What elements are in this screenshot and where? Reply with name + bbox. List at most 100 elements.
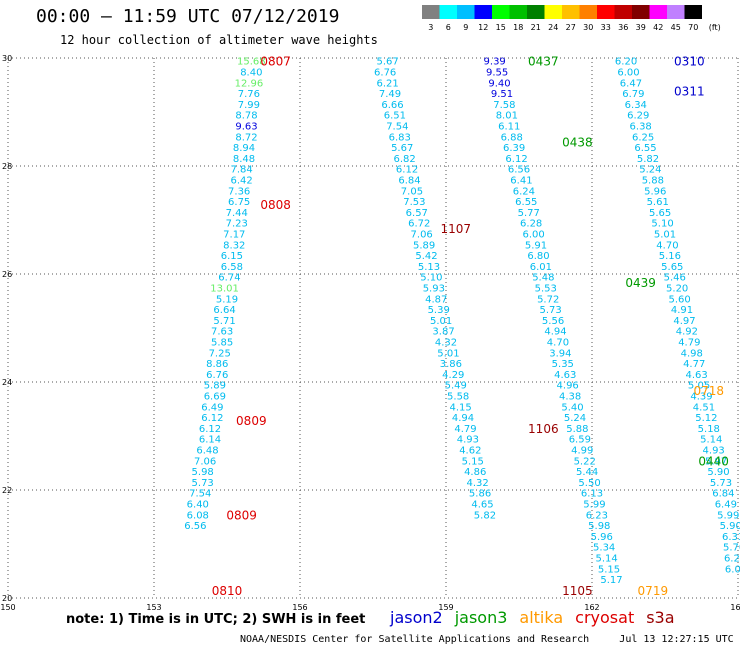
swh-value: 5.72 <box>537 294 559 305</box>
colorbar-swatch <box>509 5 527 19</box>
swh-value: 5.61 <box>647 197 669 208</box>
swh-value: 4.99 <box>571 446 593 457</box>
swh-value: 4.62 <box>459 446 481 457</box>
swh-value: 6.76 <box>206 370 228 381</box>
swh-value: 5.01 <box>654 230 676 241</box>
swh-value: 5.70 <box>723 543 740 554</box>
swh-value: 5.14 <box>595 554 617 565</box>
swh-value: 5.86 <box>469 489 491 500</box>
colorbar-label: 3 <box>428 23 433 32</box>
colorbar-swatch <box>474 5 492 19</box>
swh-value: 5.77 <box>518 208 540 219</box>
swh-value: 5.98 <box>588 521 610 532</box>
colorbar-swatch <box>439 5 457 19</box>
pass-id-label: 0807 <box>260 55 291 69</box>
swh-value: 6.84 <box>712 489 734 500</box>
pass-id-label: 0311 <box>674 84 705 98</box>
colorbar-label: 12 <box>478 23 488 32</box>
colorbar-label: 21 <box>531 23 541 32</box>
colorbar-label: 70 <box>688 23 698 32</box>
y-tick-label: 26 <box>2 270 12 279</box>
swh-value: 9.63 <box>235 122 257 133</box>
swh-value: 5.67 <box>376 57 398 68</box>
swh-value: 15.68 <box>237 57 266 68</box>
swh-value: 4.70 <box>656 240 678 251</box>
colorbar-swatch <box>527 5 545 19</box>
footer-credit: NOAA/NESDIS Center for Satellite Applica… <box>240 634 740 645</box>
swh-value: 9.39 <box>484 57 506 68</box>
swh-value: 4.15 <box>449 402 471 413</box>
colorbar-label: 33 <box>601 23 611 32</box>
swh-value: 5.22 <box>574 456 596 467</box>
colorbar-swatch <box>597 5 615 19</box>
swh-value: 5.39 <box>428 305 450 316</box>
swh-value: 5.99 <box>717 510 739 521</box>
swh-value: 4.98 <box>681 348 703 359</box>
swh-value: 4.38 <box>559 392 581 403</box>
x-tick-label: 165 <box>730 603 740 612</box>
swh-value: 6.13 <box>581 489 603 500</box>
swh-value: 5.40 <box>561 402 583 413</box>
swh-value: 7.05 <box>401 186 423 197</box>
swh-value: 4.79 <box>678 338 700 349</box>
swh-value: 6.88 <box>501 132 523 143</box>
swh-value: 6.51 <box>384 111 406 122</box>
colorbar-label: 45 <box>671 23 681 32</box>
swh-value: 4.63 <box>686 370 708 381</box>
colorbar-swatch <box>562 5 580 19</box>
swh-value: 4.93 <box>703 446 725 457</box>
swh-value: 6.80 <box>527 251 549 262</box>
swh-value: 7.58 <box>493 100 515 111</box>
swh-value: 6.23 <box>586 510 608 521</box>
colorbar-label: 42 <box>653 23 663 32</box>
pass-id-label: 0808 <box>260 198 291 212</box>
swh-value: 6.24 <box>513 186 535 197</box>
colorbar-swatch <box>492 5 510 19</box>
y-tick-label: 20 <box>2 594 12 603</box>
swh-value: 6.83 <box>389 132 411 143</box>
y-tick-label: 30 <box>2 54 12 63</box>
swh-value: 4.79 <box>454 424 476 435</box>
swh-value: 4.63 <box>554 370 576 381</box>
swh-value: 6.49 <box>201 402 223 413</box>
swh-value: 6.08 <box>187 510 209 521</box>
swh-value: 6.25 <box>632 132 654 143</box>
swh-value: 5.56 <box>542 316 564 327</box>
swh-value: 7.06 <box>411 230 433 241</box>
swh-value: 5.15 <box>598 564 620 575</box>
pass-id-label: 0440 <box>698 454 729 468</box>
colorbar-legend: 3 6 9 12 15 18 21 24 27 30 33 36 39 42 45 70 (ft) <box>422 5 721 32</box>
swh-value: 3.94 <box>549 348 571 359</box>
swh-value: 12.96 <box>235 78 264 89</box>
swh-value: 6.34 <box>625 100 647 111</box>
pass-id-label: 0438 <box>562 136 593 150</box>
swh-value: 5.12 <box>695 413 717 424</box>
pass-id-label: 0719 <box>638 584 669 598</box>
swh-value: 5.65 <box>661 262 683 273</box>
colorbar-label: 9 <box>463 23 468 32</box>
swh-value: 8.40 <box>240 68 262 79</box>
swh-value: 5.82 <box>474 510 496 521</box>
swh-value: 5.91 <box>525 240 547 251</box>
swh-value: 6.12 <box>396 165 418 176</box>
colorbar-swatch <box>422 5 440 19</box>
swh-value: 4.51 <box>693 402 715 413</box>
swh-value: 6.64 <box>213 305 235 316</box>
swh-value: 6.56 <box>508 165 530 176</box>
x-tick-label: 150 <box>0 603 15 612</box>
page-subtitle: 12 hour collection of altimeter wave hei… <box>60 33 378 47</box>
swh-value: 7.23 <box>226 219 248 230</box>
swh-value: 4.94 <box>544 327 566 338</box>
y-tick-label: 28 <box>2 162 12 171</box>
colorbar-swatch <box>544 5 562 19</box>
swh-value: 4.39 <box>690 392 712 403</box>
swh-value: 4.92 <box>676 327 698 338</box>
swh-value: 5.97 <box>705 456 727 467</box>
pass-id-label: 1105 <box>562 584 593 598</box>
swh-value: 4.96 <box>557 381 579 392</box>
pass-labels: 0807 0808 0809 0809 0810 1107 1106 1105 0437 0438… <box>212 55 729 598</box>
swh-value: 6.74 <box>218 273 240 284</box>
data-points: 15.688.4012.967.767.998.789.638.728.948.… <box>184 57 740 586</box>
swh-value: 4.70 <box>547 338 569 349</box>
swh-value: 7.54 <box>386 122 408 133</box>
